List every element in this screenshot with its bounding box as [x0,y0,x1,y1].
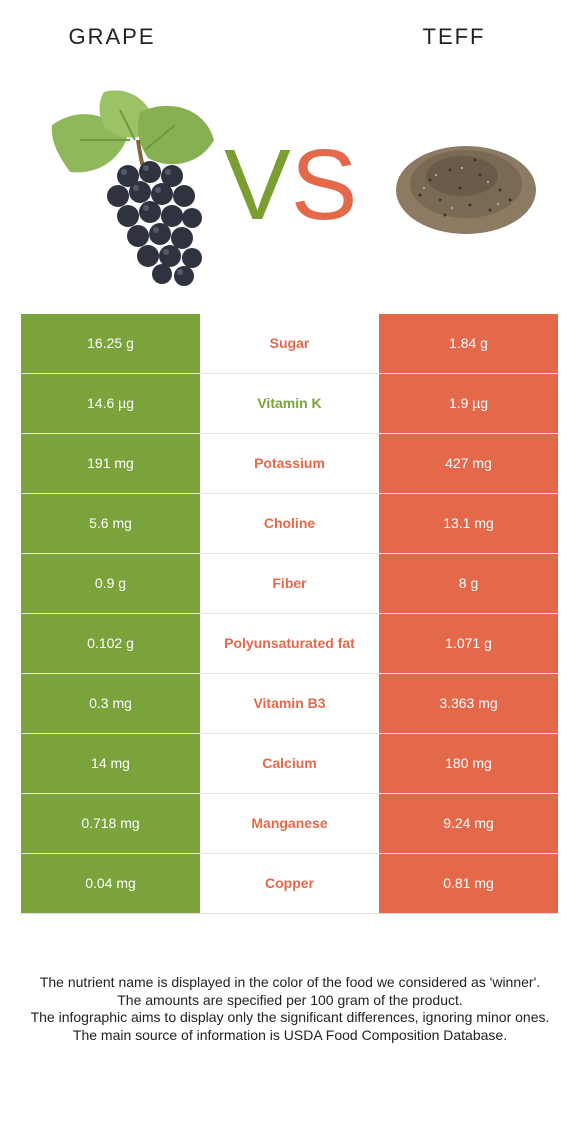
left-value: 0.9 g [21,554,200,613]
table-row: 0.718 mg Manganese 9.24 mg [21,794,558,854]
right-value: 8 g [379,554,558,613]
right-value: 9.24 mg [379,794,558,853]
nutrient-name: Polyunsaturated fat [200,614,379,673]
right-value: 1.84 g [379,314,558,373]
right-value: 427 mg [379,434,558,493]
teff-grain-pile-icon [396,146,536,234]
comparison-table: 16.25 g Sugar 1.84 g 14.6 µg Vitamin K 1… [21,314,558,914]
nutrient-name: Sugar [200,314,379,373]
left-value: 5.6 mg [21,494,200,553]
nutrient-name: Calcium [200,734,379,793]
row-divider [21,913,558,914]
vs-s-letter: S [290,129,358,241]
table-row: 0.3 mg Vitamin B3 3.363 mg [21,674,558,734]
table-row: 16.25 g Sugar 1.84 g [21,314,558,374]
left-value: 14 mg [21,734,200,793]
left-value: 16.25 g [21,314,200,373]
footnote-line: The infographic aims to display only the… [30,1009,550,1025]
row-divider [21,553,558,554]
row-divider [21,433,558,434]
row-divider [21,493,558,494]
right-value: 1.071 g [379,614,558,673]
right-value: 0.81 mg [379,854,558,913]
footnote-line: The amounts are specified per 100 gram o… [117,991,463,1008]
vs-label: VS [224,129,358,241]
nutrient-name: Manganese [200,794,379,853]
table-row: 0.102 g Polyunsaturated fat 1.071 g [21,614,558,674]
table-row: 0.04 mg Copper 0.81 mg [21,854,558,914]
footnote-line: The nutrient name is displayed in the co… [39,974,541,990]
table-row: 5.6 mg Choline 13.1 mg [21,494,558,554]
row-divider [21,613,558,614]
footnote: The nutrient name is displayed in the co… [14,974,566,1044]
row-divider [21,673,558,674]
table-row: 14 mg Calcium 180 mg [21,734,558,794]
nutrient-name: Copper [200,854,379,913]
nutrient-name: Potassium [200,434,379,493]
nutrient-name: Fiber [200,554,379,613]
row-divider [21,733,558,734]
left-value: 14.6 µg [21,374,200,433]
nutrient-name: Vitamin K [200,374,379,433]
table-row: 14.6 µg Vitamin K 1.9 µg [21,374,558,434]
table-row: 0.9 g Fiber 8 g [21,554,558,614]
row-divider [21,793,558,794]
right-value: 1.9 µg [379,374,558,433]
left-value: 0.04 mg [21,854,200,913]
nutrient-name: Choline [200,494,379,553]
left-value: 0.3 mg [21,674,200,733]
right-value: 13.1 mg [379,494,558,553]
row-divider [21,373,558,374]
left-value: 0.718 mg [21,794,200,853]
left-value: 0.102 g [21,614,200,673]
table-row: 191 mg Potassium 427 mg [21,434,558,494]
left-food-title: GRAPE [68,24,156,49]
vs-v-letter: V [224,129,291,241]
hero-illustration [51,90,536,286]
right-value: 180 mg [379,734,558,793]
footnote-line: The main source of information is USDA F… [72,1026,508,1043]
row-divider [21,853,558,854]
right-food-title: TEFF [422,24,486,49]
nutrient-name: Vitamin B3 [200,674,379,733]
grape-bunch-icon [51,90,214,286]
right-value: 3.363 mg [379,674,558,733]
left-value: 191 mg [21,434,200,493]
